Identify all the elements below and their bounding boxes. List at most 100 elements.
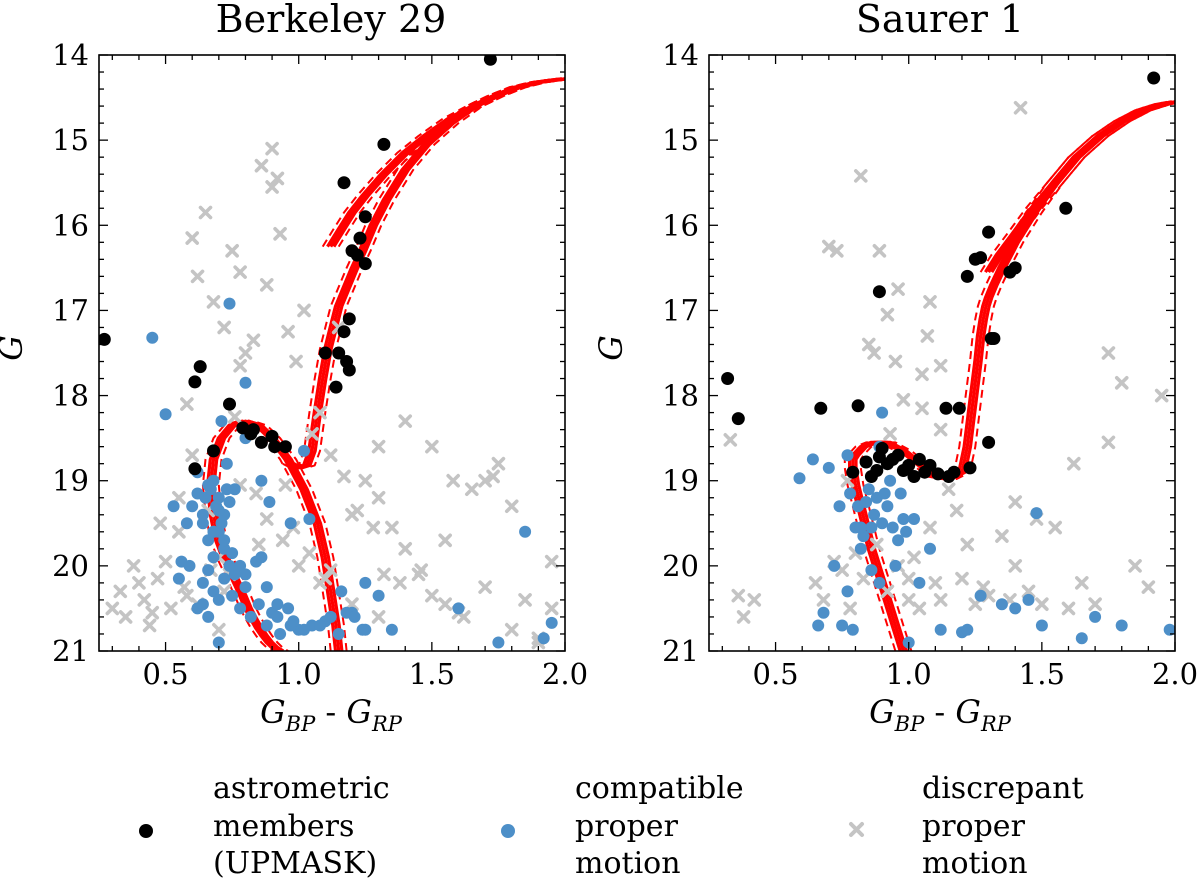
data-point-discrepant	[198, 205, 213, 220]
isochrone-dashed	[995, 102, 1175, 273]
data-point-discrepant	[995, 529, 1009, 543]
data-point-member	[923, 458, 937, 472]
data-point-compatible	[212, 491, 225, 504]
data-point-compatible	[892, 534, 905, 547]
data-point-discrepant	[180, 588, 194, 603]
data-point-discrepant	[180, 397, 194, 411]
data-point-compatible	[812, 619, 825, 632]
ticks: 0.5 1.0 1.5 2.0 14 15 16 17 18 19 20 21	[662, 38, 1198, 691]
data-point-compatible	[183, 559, 196, 572]
data-point-discrepant	[323, 563, 338, 577]
x-tick-label: 1.5	[1019, 657, 1065, 691]
data-point-discrepant	[1114, 375, 1129, 390]
data-point-member	[907, 470, 921, 483]
data-point-compatible	[894, 487, 907, 500]
data-point-discrepant	[446, 473, 460, 488]
data-point-discrepant	[1013, 100, 1028, 115]
data-point-compatible	[239, 568, 252, 581]
data-point-discrepant	[872, 244, 887, 258]
plot-area	[721, 71, 1175, 651]
data-point-discrepant	[145, 605, 160, 620]
data-point-compatible	[1009, 602, 1022, 615]
data-point-discrepant	[254, 158, 269, 173]
legend-label-line: astrometric	[213, 771, 390, 806]
data-point-discrepant	[438, 597, 452, 611]
data-point-discrepant	[1008, 495, 1023, 509]
data-point-compatible	[841, 449, 854, 462]
legend-item-discrepant: discrepant proper motion	[849, 771, 1084, 881]
data-point-compatible	[298, 623, 310, 636]
data-point-compatible	[876, 406, 889, 419]
y-tick-label: 14	[52, 38, 89, 72]
data-point-compatible	[332, 628, 345, 640]
data-point-compatible	[202, 610, 215, 623]
data-point-compatible	[215, 415, 228, 428]
data-point-discrepant	[105, 601, 120, 616]
legend-label-line: (UPMASK)	[213, 846, 377, 881]
data-point-compatible	[452, 602, 465, 615]
series-2	[723, 100, 1169, 624]
data-point-compatible	[196, 598, 209, 611]
data-point-compatible	[884, 474, 897, 487]
data-point-compatible	[244, 610, 257, 623]
data-point-member	[939, 401, 953, 415]
data-point-discrepant	[853, 169, 868, 183]
legend-label-line: motion	[922, 846, 1028, 881]
data-point-compatible	[1163, 623, 1175, 636]
data-point-member	[207, 444, 220, 458]
data-point-discrepant	[137, 593, 152, 607]
data-point-member	[342, 363, 356, 377]
data-point-compatible	[191, 487, 204, 500]
data-point-discrepant	[265, 180, 279, 194]
y-axis-label: G	[0, 335, 30, 361]
data-point-discrepant	[861, 337, 876, 352]
data-point-compatible	[239, 376, 252, 389]
ticks: 0.5 1.0 1.5 2.0 14 15 16 17 18 19 20 21	[52, 38, 588, 691]
data-point-discrepant	[856, 571, 871, 586]
data-point-compatible	[873, 576, 886, 589]
series-0	[99, 55, 497, 476]
data-point-member	[358, 257, 372, 271]
data-point-compatible	[207, 551, 220, 564]
data-point-member	[891, 448, 905, 462]
data-point-discrepant	[544, 554, 559, 569]
data-point-compatible	[298, 444, 310, 457]
data-point-discrepant	[907, 550, 921, 565]
data-point-member	[872, 285, 886, 299]
data-point-discrepant	[233, 358, 247, 373]
data-point-discrepant	[491, 456, 506, 471]
data-point-member	[960, 269, 974, 283]
y-tick-label: 21	[662, 634, 699, 668]
data-point-discrepant	[736, 610, 751, 624]
data-point-discrepant	[246, 333, 261, 348]
legend-label-line: discrepant	[922, 771, 1084, 806]
data-point-discrepant	[425, 588, 439, 603]
data-point-discrepant	[1128, 559, 1142, 573]
data-point-member	[337, 325, 351, 339]
data-point-discrepant	[949, 503, 964, 518]
data-point-discrepant	[323, 448, 338, 462]
data-point-member	[188, 462, 202, 476]
series-1	[146, 297, 558, 649]
data-point-discrepant	[371, 610, 386, 624]
data-point-member	[912, 452, 926, 466]
data-point-compatible	[1075, 632, 1088, 645]
data-point-compatible	[228, 483, 241, 496]
data-point-discrepant	[896, 393, 911, 407]
data-point-discrepant	[504, 499, 519, 514]
data-point-compatible	[828, 559, 841, 572]
data-point-discrepant	[1061, 601, 1076, 616]
data-point-compatible	[868, 508, 881, 521]
x-tick-label: 1.0	[276, 657, 322, 691]
data-point-discrepant	[126, 559, 141, 573]
data-point-member	[329, 380, 343, 394]
data-point-member	[963, 461, 977, 475]
data-point-discrepant	[291, 559, 306, 573]
data-point-discrepant	[212, 622, 226, 637]
data-point-compatible	[793, 472, 806, 485]
data-point-compatible	[817, 606, 830, 619]
data-point-discrepant	[816, 593, 831, 607]
data-point-discrepant	[933, 593, 948, 607]
data-point-discrepant	[1067, 456, 1081, 471]
data-point-compatible	[372, 589, 385, 602]
